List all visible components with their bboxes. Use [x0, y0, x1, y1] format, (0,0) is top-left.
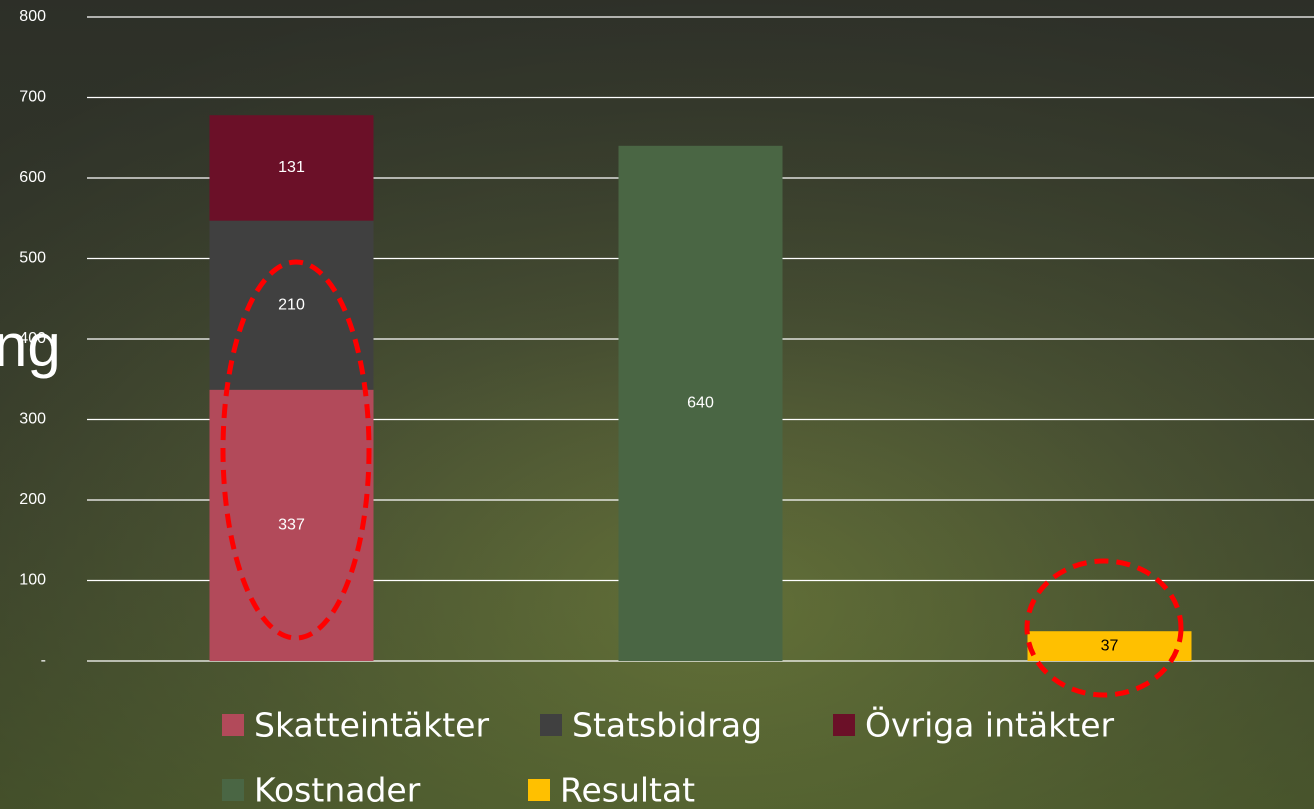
y-tick-label: 100	[19, 572, 46, 589]
y-tick-label: 700	[19, 89, 46, 106]
value-label: 131	[278, 159, 305, 176]
legend-label: Resultat	[560, 771, 695, 809]
legend-swatch	[222, 714, 244, 736]
legend-label: Statsbidrag	[572, 706, 762, 745]
y-tick-label: 800	[19, 8, 46, 25]
y-tick-label: -	[41, 652, 46, 669]
legend-swatch	[222, 779, 244, 801]
legend-swatch	[528, 779, 550, 801]
value-label: 37	[1101, 637, 1119, 654]
y-tick-label: 500	[19, 250, 46, 267]
y-tick-label: 200	[19, 491, 46, 508]
y-tick-label: 300	[19, 411, 46, 428]
y-tick-label: 400	[19, 330, 46, 347]
y-tick-label: 600	[19, 169, 46, 186]
legend-swatch	[833, 714, 855, 736]
value-label: 337	[278, 517, 305, 534]
value-label: 640	[687, 395, 714, 412]
legend-label: Övriga intäkter	[865, 705, 1114, 745]
value-label: 210	[278, 296, 305, 313]
legend-label: Kostnader	[254, 771, 421, 809]
legend-label: Skatteintäkter	[254, 706, 489, 745]
chart: ng -100200300400500600700800337210131640…	[0, 0, 1314, 809]
legend-swatch	[540, 714, 562, 736]
